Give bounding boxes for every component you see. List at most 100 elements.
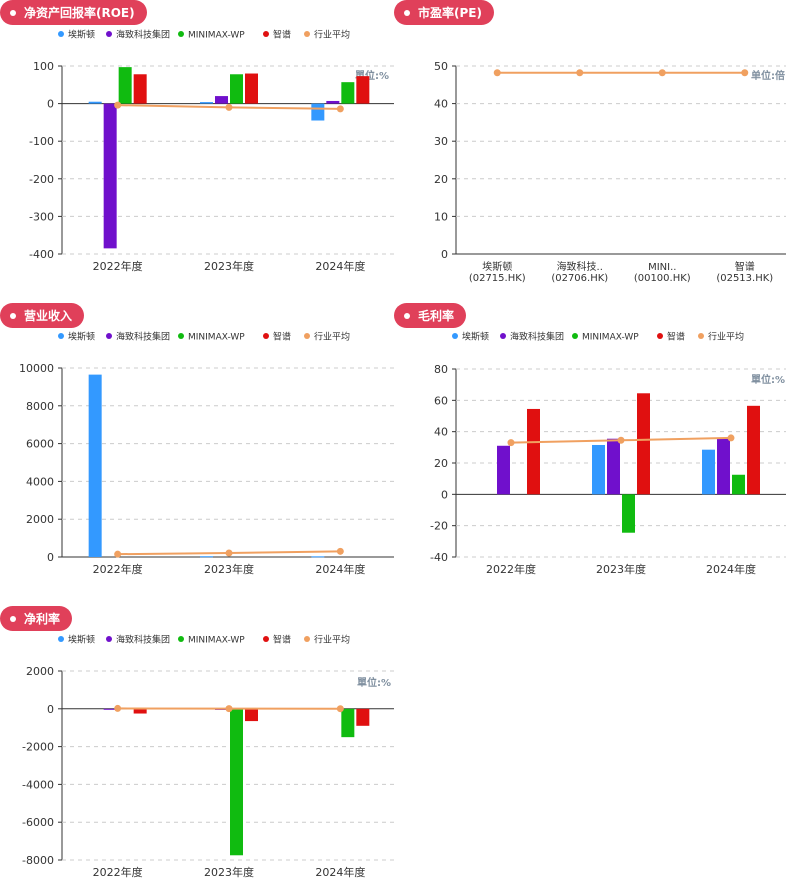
x-tick-label: (02513.HK)	[716, 273, 773, 284]
point-industry-avg	[494, 69, 501, 76]
unit-label: 單位:%	[357, 676, 391, 689]
bar-minimax-wp	[732, 475, 745, 495]
pe-chart: 50403020100单位:倍埃斯顿(02715.HK)海致科技..(02706…	[394, 0, 788, 290]
net-margin-title: 净利率	[24, 610, 60, 627]
y-tick-label: 0	[441, 488, 448, 501]
x-tick-label: 2024年度	[315, 865, 365, 879]
point-industry-avg	[337, 548, 344, 555]
net-margin-title-pill[interactable]: 净利率	[0, 606, 72, 631]
y-tick-label: 60	[434, 394, 448, 407]
unit-label: 單位:%	[751, 373, 785, 386]
y-tick-label: 6000	[26, 438, 54, 451]
x-tick-label: 2022年度	[93, 562, 143, 576]
legend-label-item: 行业平均	[708, 331, 744, 343]
point-industry-avg	[618, 437, 625, 444]
legend-label-item: 海致科技集团	[510, 331, 564, 343]
y-tick-label: -2000	[22, 741, 54, 754]
legend-swatch-minimax-wp	[572, 333, 578, 339]
gross-margin-title-pill[interactable]: 毛利率	[394, 303, 466, 328]
bar-item	[637, 393, 650, 494]
legend-swatch-item	[106, 636, 112, 642]
y-tick-label: 2000	[26, 513, 54, 526]
y-tick-label: -300	[29, 210, 54, 223]
legend-label-item: 智谱	[667, 331, 685, 343]
legend-swatch-item	[698, 333, 704, 339]
legend-label-item: 埃斯顿	[68, 331, 95, 343]
legend-swatch-item	[304, 636, 310, 642]
bar-item	[200, 102, 213, 104]
bar-item	[311, 104, 324, 121]
x-tick-label: 2023年度	[204, 562, 254, 576]
revenue-title-pill[interactable]: 营业收入	[0, 303, 84, 328]
bar-minimax-wp	[230, 709, 243, 855]
pe-title-pill[interactable]: 市盈率(PE)	[394, 0, 494, 25]
legend-label-item: 埃斯顿	[462, 331, 489, 343]
x-tick-label: 2024年度	[706, 562, 756, 576]
legend-label-item: 海致科技集团	[116, 634, 170, 646]
y-tick-label: 0	[47, 703, 54, 716]
bar-item	[717, 438, 730, 494]
point-industry-avg	[114, 102, 121, 109]
bar-item	[89, 375, 102, 557]
y-tick-label: 8000	[26, 400, 54, 413]
legend-swatch-item	[263, 31, 269, 37]
legend-swatch-item	[304, 333, 310, 339]
legend-label-item: 智谱	[273, 634, 291, 646]
point-industry-avg	[226, 104, 233, 111]
legend-swatch-minimax-wp	[178, 333, 184, 339]
y-tick-label: 40	[434, 98, 448, 111]
point-industry-avg	[741, 69, 748, 76]
bullet-icon	[404, 313, 410, 319]
legend-label-minimax-wp: MINIMAX-WP	[188, 31, 245, 41]
x-tick-label: 2024年度	[315, 259, 365, 273]
point-industry-avg	[659, 69, 666, 76]
bar-minimax-wp	[341, 709, 354, 737]
y-tick-label: 20	[434, 173, 448, 186]
x-tick-label: MINI..	[648, 262, 676, 273]
roe-title-pill[interactable]: 净资产回报率(ROE)	[0, 0, 147, 25]
x-tick-label: 智谱	[735, 260, 755, 273]
bar-item	[326, 101, 339, 104]
point-industry-avg	[114, 705, 121, 712]
y-tick-label: -100	[29, 135, 54, 148]
legend-swatch-minimax-wp	[178, 31, 184, 37]
bar-minimax-wp	[622, 494, 635, 532]
x-tick-label: 2023年度	[204, 865, 254, 879]
y-tick-label: 80	[434, 363, 448, 376]
legend-swatch-item	[58, 333, 64, 339]
bullet-icon	[404, 10, 410, 16]
y-tick-label: 100	[33, 60, 54, 73]
revenue-title: 营业收入	[24, 307, 72, 324]
y-tick-label: 30	[434, 135, 448, 148]
point-industry-avg	[226, 705, 233, 712]
legend-swatch-item	[263, 333, 269, 339]
legend-swatch-item	[452, 333, 458, 339]
bar-item	[200, 556, 213, 557]
y-tick-label: 2000	[26, 665, 54, 678]
unit-label: 单位:倍	[751, 69, 785, 82]
legend-label-item: 埃斯顿	[68, 634, 95, 646]
legend-swatch-item	[58, 31, 64, 37]
bar-item	[215, 96, 228, 104]
legend-swatch-item	[106, 31, 112, 37]
bullet-icon	[10, 313, 16, 319]
legend-label-item: 埃斯顿	[68, 29, 95, 41]
x-tick-label: 埃斯顿	[482, 260, 512, 273]
bar-minimax-wp	[341, 82, 354, 103]
y-tick-label: 0	[47, 98, 54, 111]
legend-swatch-item	[58, 636, 64, 642]
bullet-icon	[10, 10, 16, 16]
legend-swatch-item	[106, 333, 112, 339]
legend-swatch-minimax-wp	[178, 636, 184, 642]
point-industry-avg	[576, 69, 583, 76]
y-tick-label: 40	[434, 426, 448, 439]
x-tick-label: (00100.HK)	[634, 273, 691, 284]
x-tick-label: 海致科技..	[557, 260, 603, 273]
legend-label-item: 智谱	[273, 29, 291, 41]
